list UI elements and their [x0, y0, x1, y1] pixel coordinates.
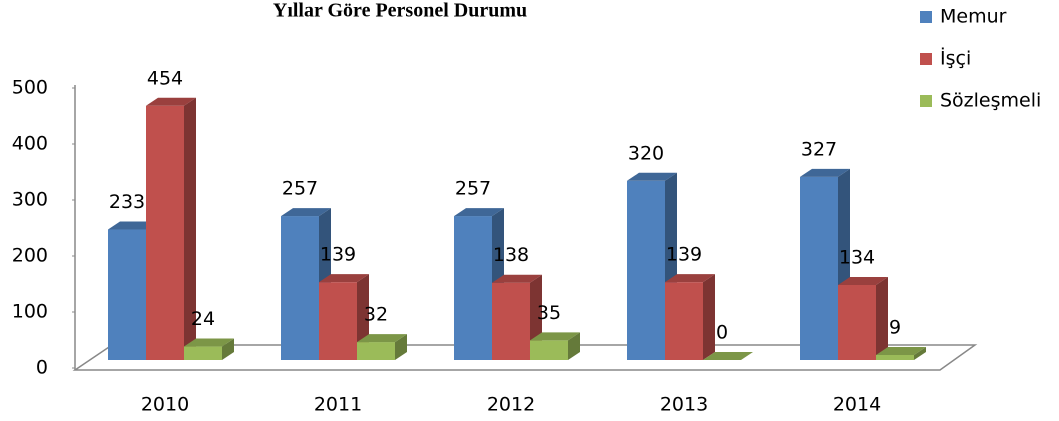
bar — [627, 180, 665, 360]
data-label: 327 — [801, 138, 837, 160]
legend-swatch — [920, 53, 932, 65]
bar-top — [530, 332, 580, 341]
bar-top — [184, 338, 234, 347]
y-tick-label: 500 — [12, 77, 48, 99]
x-tick-label: 2011 — [314, 394, 362, 416]
chart-title: Yıllar Göre Personel Durumu — [273, 0, 527, 22]
x-tick-label: 2014 — [833, 394, 881, 416]
x-tick-label: 2010 — [141, 394, 189, 416]
bar — [146, 105, 184, 360]
x-tick-label: 2012 — [487, 394, 535, 416]
bar — [800, 176, 838, 360]
data-label: 320 — [628, 142, 664, 164]
bar-top — [665, 274, 715, 283]
data-label: 32 — [364, 304, 388, 326]
bar-side — [876, 276, 888, 360]
bar-top — [146, 97, 196, 106]
bar — [281, 216, 319, 360]
data-label: 0 — [716, 322, 728, 344]
data-label: 9 — [889, 316, 901, 338]
bar — [357, 342, 395, 360]
bar-top — [838, 276, 888, 285]
bar-side — [568, 332, 580, 360]
bar — [184, 346, 222, 360]
data-label: 257 — [282, 178, 318, 200]
bar — [492, 282, 530, 360]
data-label: 134 — [839, 246, 875, 268]
y-tick-label: 300 — [12, 189, 48, 211]
data-label: 454 — [147, 67, 183, 89]
bar-side — [703, 274, 715, 360]
data-label: 139 — [320, 244, 356, 266]
data-label: 138 — [493, 244, 529, 266]
y-tick-label: 200 — [12, 245, 48, 267]
y-tick-label: 100 — [12, 301, 48, 323]
bar — [838, 284, 876, 360]
bar-side — [222, 338, 234, 360]
bar — [454, 216, 492, 360]
bar-top — [492, 274, 542, 283]
data-label: 24 — [191, 308, 215, 330]
x-tick-label: 2013 — [660, 394, 708, 416]
bar-top — [281, 208, 331, 217]
data-label: 257 — [455, 178, 491, 200]
bar-top — [627, 172, 677, 181]
bar-side — [395, 334, 407, 360]
bar — [665, 282, 703, 360]
bar-side — [184, 97, 196, 360]
bar — [876, 354, 914, 360]
legend-swatch — [920, 11, 932, 23]
bar-top — [319, 274, 369, 283]
legend-label: Sözleşmeli — [940, 90, 1041, 112]
bar-top — [703, 352, 753, 360]
data-label: 233 — [109, 191, 145, 213]
bar — [108, 229, 146, 360]
bar-top — [800, 168, 850, 177]
legend-swatch — [920, 95, 932, 107]
bar-top — [108, 221, 158, 230]
bar — [319, 282, 357, 360]
y-tick-label: 0 — [36, 357, 48, 379]
y-tick-label: 400 — [12, 133, 48, 155]
bar — [530, 340, 568, 360]
bar-top — [454, 208, 504, 217]
data-label: 35 — [537, 302, 561, 324]
data-label: 139 — [666, 244, 702, 266]
bar-side — [914, 346, 926, 360]
legend-label: Memur — [940, 6, 1007, 28]
legend-label: İşçi — [940, 47, 971, 70]
bar-top — [876, 346, 926, 355]
bar-top — [357, 334, 407, 343]
